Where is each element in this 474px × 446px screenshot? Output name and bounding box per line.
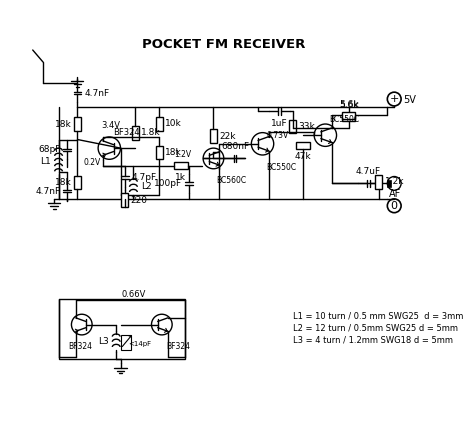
Bar xyxy=(174,162,188,169)
Text: 1uF: 1uF xyxy=(272,119,288,128)
Bar xyxy=(156,117,163,131)
Text: 18k: 18k xyxy=(165,148,182,157)
Bar xyxy=(121,193,128,207)
Bar xyxy=(132,126,138,140)
Text: 1.2V: 1.2V xyxy=(174,150,191,159)
Text: L2 = 12 turn / 0.5mm SWG25 d = 5mm: L2 = 12 turn / 0.5mm SWG25 d = 5mm xyxy=(292,323,458,333)
Text: 5V: 5V xyxy=(404,95,417,105)
Bar xyxy=(296,142,310,149)
Bar xyxy=(74,176,81,190)
Bar xyxy=(156,145,163,159)
Text: BC560C: BC560C xyxy=(216,176,246,186)
Text: AF: AF xyxy=(389,189,401,199)
Bar xyxy=(120,335,131,351)
Text: 33k: 33k xyxy=(299,122,315,131)
Text: 4.7uF: 4.7uF xyxy=(356,167,381,176)
Text: 1.2k: 1.2k xyxy=(385,177,404,186)
Text: 1k: 1k xyxy=(175,173,186,182)
Bar xyxy=(74,117,81,131)
Bar xyxy=(58,299,185,359)
Bar xyxy=(210,129,217,143)
Text: 47k: 47k xyxy=(295,153,311,161)
Text: 5.6k: 5.6k xyxy=(339,99,358,108)
Text: BF324: BF324 xyxy=(166,342,190,351)
Text: 4.7nF: 4.7nF xyxy=(35,187,60,196)
Text: L3 = 4 turn / 1.2mm SWG18 d = 5mm: L3 = 4 turn / 1.2mm SWG18 d = 5mm xyxy=(292,335,453,345)
Text: 0.66V: 0.66V xyxy=(121,290,146,299)
Text: BC550C: BC550C xyxy=(329,115,360,124)
Bar xyxy=(375,175,382,189)
Text: 0.2V: 0.2V xyxy=(84,158,101,167)
Text: 22k: 22k xyxy=(219,132,236,141)
Bar xyxy=(342,114,356,121)
Text: L2: L2 xyxy=(141,182,152,191)
Text: 4.7nF: 4.7nF xyxy=(84,88,109,98)
Text: 5.6k: 5.6k xyxy=(339,102,358,111)
Text: 1.8k: 1.8k xyxy=(141,128,161,137)
Text: 0: 0 xyxy=(391,201,398,211)
Text: +: + xyxy=(390,94,399,104)
Text: 68pF: 68pF xyxy=(38,145,60,154)
Text: BF324: BF324 xyxy=(113,128,139,137)
Text: 0.73V: 0.73V xyxy=(267,131,289,140)
Text: 4.7pF: 4.7pF xyxy=(132,173,157,182)
Bar xyxy=(342,112,356,119)
Text: <14pF: <14pF xyxy=(128,341,151,347)
Text: 3.4V: 3.4V xyxy=(101,121,120,130)
Text: L1 = 10 turn / 0.5 mm SWG25  d = 3mm: L1 = 10 turn / 0.5 mm SWG25 d = 3mm xyxy=(292,311,463,321)
Polygon shape xyxy=(387,180,391,187)
Bar xyxy=(289,120,296,133)
Text: 220: 220 xyxy=(131,196,148,205)
Text: 18k: 18k xyxy=(55,178,72,187)
Text: POCKET FM RECEIVER: POCKET FM RECEIVER xyxy=(142,38,305,51)
Text: 18k: 18k xyxy=(55,120,72,128)
Text: 680nF: 680nF xyxy=(221,142,249,151)
Text: 10k: 10k xyxy=(165,119,182,128)
Text: L3: L3 xyxy=(98,337,109,346)
Text: 100pF: 100pF xyxy=(155,179,182,188)
Text: L1: L1 xyxy=(40,157,51,165)
Text: BF324: BF324 xyxy=(68,342,92,351)
Text: BC550C: BC550C xyxy=(266,163,296,173)
